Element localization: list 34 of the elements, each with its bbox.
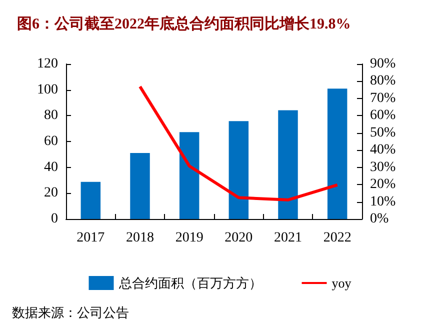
y2-tick-label: 50% bbox=[370, 125, 396, 140]
y2-tick-label: 30% bbox=[370, 160, 396, 175]
y-tick-label: 20 bbox=[44, 186, 58, 201]
y2-tick-label: 70% bbox=[370, 90, 396, 106]
legend-label: 总合约面积（百万方方） bbox=[118, 276, 262, 290]
line-series bbox=[138, 85, 339, 202]
y-tick-label: 60 bbox=[44, 134, 58, 149]
y2-tick-label: 60% bbox=[370, 108, 396, 124]
chart-title: 图6：公司截至2022年底总合约面积同比增长19.8% bbox=[17, 14, 351, 32]
x-tick-label: 2022 bbox=[323, 230, 352, 246]
y2-tick-label: 40% bbox=[370, 142, 396, 158]
source-note: 数据来源：公司公告 bbox=[12, 305, 129, 320]
y-tick-label: 80 bbox=[44, 108, 58, 124]
y-tick-label: 40 bbox=[44, 160, 58, 175]
x-tick-label: 2021 bbox=[274, 230, 302, 246]
y2-tick-label: 0% bbox=[370, 212, 389, 226]
y2-tick-label: 20% bbox=[370, 177, 396, 192]
x-tick-label: 2017 bbox=[76, 230, 105, 246]
y2-tick-label: 10% bbox=[370, 194, 396, 210]
y2-tick-label: 90% bbox=[370, 56, 396, 72]
bar bbox=[327, 88, 348, 219]
bar bbox=[278, 110, 298, 219]
y2-tick-label: 80% bbox=[370, 74, 396, 89]
bar bbox=[228, 121, 249, 219]
bar bbox=[80, 182, 101, 219]
x-tick-label: 2018 bbox=[126, 230, 154, 246]
y-tick-label: 120 bbox=[37, 56, 58, 72]
legend-label: yoy bbox=[332, 276, 352, 290]
x-tick-label: 2019 bbox=[175, 230, 204, 246]
y-tick-label: 0 bbox=[51, 212, 58, 226]
bar bbox=[179, 132, 200, 219]
x-tick-label: 2020 bbox=[224, 230, 253, 246]
bar bbox=[130, 152, 150, 219]
y-tick-label: 100 bbox=[37, 82, 58, 98]
